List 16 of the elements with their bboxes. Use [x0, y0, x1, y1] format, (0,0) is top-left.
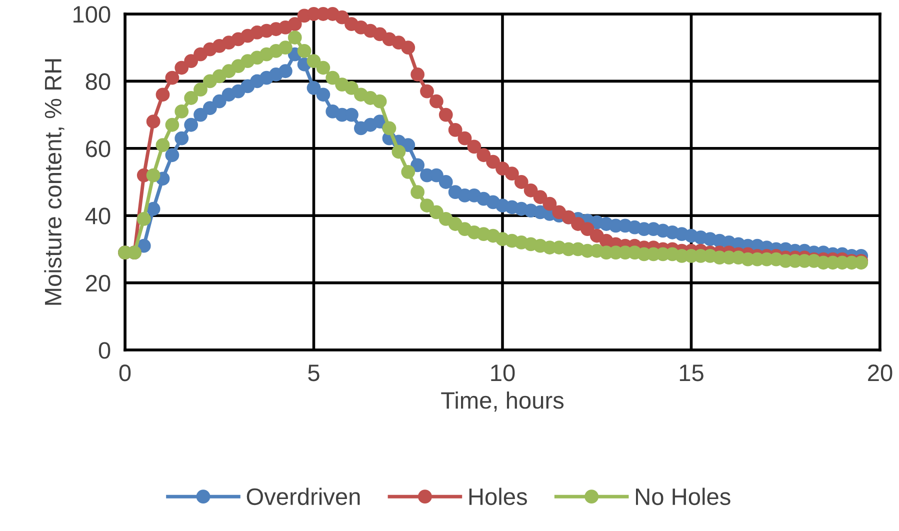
- y-tick-label: 80: [86, 73, 110, 90]
- legend-label: Holes: [469, 488, 527, 506]
- y-tick-label: 100: [74, 6, 110, 23]
- x-axis-title: Time, hours: [441, 391, 564, 412]
- y-tick-label: 20: [86, 274, 110, 292]
- x-tick-label: 10: [491, 364, 515, 382]
- y-tick-label: 40: [85, 208, 110, 224]
- x-tick-label: 5: [308, 364, 320, 382]
- x-tick-label: 20: [868, 364, 892, 382]
- legend-label: Overdriven: [246, 488, 360, 506]
- legend-label: No Holes: [636, 488, 730, 506]
- y-axis-title: Moisture content, % RH: [44, 59, 64, 305]
- x-tick-label: 15: [680, 364, 704, 382]
- y-tick-label: 60: [86, 140, 110, 158]
- y-tick-label: 0: [98, 342, 110, 359]
- x-tick-label: 0: [119, 364, 131, 382]
